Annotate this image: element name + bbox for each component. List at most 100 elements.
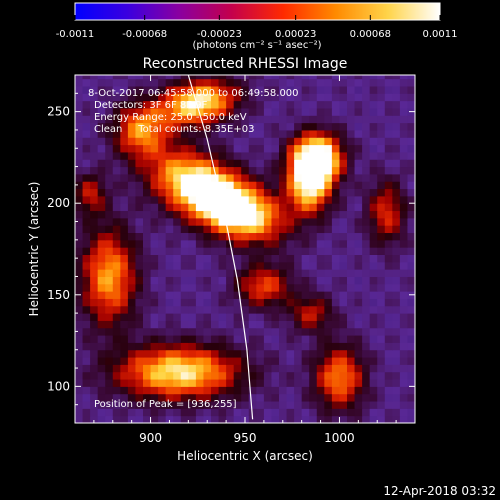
heatmap-cell [143, 349, 152, 358]
heatmap-cell [127, 415, 136, 423]
heatmap-cell [218, 144, 227, 153]
heatmap-cell [399, 217, 408, 226]
heatmap-cell [112, 283, 121, 292]
heatmap-cell [354, 195, 363, 204]
heatmap-cell [362, 232, 371, 241]
heatmap-cell [309, 166, 318, 175]
heatmap-cell [301, 276, 310, 285]
heatmap-cell [226, 166, 235, 175]
heatmap-cell [233, 159, 242, 168]
heatmap-cell [279, 408, 288, 417]
heatmap-cell [165, 261, 174, 270]
heatmap-cell [399, 254, 408, 263]
heatmap-cell [347, 188, 356, 197]
heatmap-image [75, 75, 415, 423]
heatmap-cell [392, 349, 401, 358]
heatmap-cell [392, 122, 401, 131]
heatmap-cell [211, 232, 220, 241]
heatmap-cell [316, 159, 325, 168]
heatmap-cell [331, 401, 340, 409]
heatmap-cell [354, 166, 363, 175]
heatmap-cell [399, 247, 408, 255]
heatmap-cell [271, 408, 280, 417]
heatmap-cell [324, 357, 333, 365]
heatmap-cell [226, 122, 235, 131]
heatmap-cell [362, 239, 371, 248]
heatmap-cell [165, 313, 174, 321]
heatmap-cell [331, 254, 340, 263]
heatmap-cell [399, 386, 408, 395]
heatmap-cell [369, 364, 378, 373]
heatmap-cell [218, 115, 227, 124]
heatmap-cell [173, 129, 182, 138]
heatmap-cell [195, 203, 204, 212]
heatmap-cell [226, 129, 235, 138]
heatmap-cell [90, 393, 99, 402]
heatmap-cell [354, 379, 363, 387]
heatmap-cell [173, 144, 182, 153]
heatmap-cell [347, 327, 356, 336]
info-detectors: Detectors: 3F 6F 8F 9F [94, 100, 208, 111]
heatmap-cell [316, 203, 325, 212]
heatmap-cell [294, 151, 303, 160]
heatmap-cell [203, 159, 212, 168]
heatmap-cell [248, 210, 257, 219]
heatmap-cell [218, 85, 227, 94]
heatmap-cell [241, 320, 250, 329]
heatmap-cell [256, 232, 265, 241]
heatmap-cell [135, 283, 144, 292]
heatmap-cell [120, 276, 129, 285]
heatmap-cell [188, 283, 197, 292]
heatmap-cell [158, 181, 167, 190]
heatmap-cell [158, 327, 167, 336]
heatmap-cell [362, 349, 371, 358]
heatmap-cell [120, 357, 129, 365]
heatmap-cell [165, 159, 174, 168]
heatmap-cell [90, 225, 99, 234]
heatmap-cell [331, 78, 340, 87]
heatmap-cell [354, 137, 363, 146]
heatmap-cell [324, 93, 333, 102]
heatmap-cell [256, 173, 265, 182]
heatmap-cell [226, 261, 235, 270]
heatmap-cell [143, 75, 152, 80]
heatmap-cell [294, 239, 303, 248]
heatmap-cell [399, 100, 408, 109]
heatmap-cell [82, 283, 91, 292]
heatmap-cell [226, 408, 235, 417]
heatmap-cell [173, 151, 182, 160]
heatmap-cell [248, 393, 257, 402]
heatmap-cell [173, 159, 182, 168]
heatmap-cell [309, 335, 318, 343]
heatmap-cell [286, 357, 295, 365]
heatmap-cell [301, 129, 310, 138]
heatmap-cell [97, 137, 106, 146]
heatmap-cell [158, 144, 167, 153]
heatmap-cell [180, 115, 189, 124]
heatmap-cell [407, 166, 415, 175]
heatmap-cell [286, 181, 295, 190]
heatmap-cell [203, 327, 212, 336]
heatmap-cell [339, 225, 348, 234]
heatmap-cell [173, 335, 182, 343]
heatmap-cell [97, 159, 106, 168]
heatmap-cell [331, 386, 340, 395]
heatmap-cell [180, 283, 189, 292]
heatmap-cell [271, 78, 280, 87]
heatmap-cell [399, 137, 408, 146]
heatmap-cell [354, 203, 363, 212]
heatmap-cell [271, 217, 280, 226]
heatmap-cell [399, 327, 408, 336]
heatmap-cell [150, 75, 159, 80]
heatmap-cell [135, 371, 144, 380]
heatmap-cell [135, 379, 144, 387]
heatmap-cell [362, 313, 371, 321]
heatmap-cell [248, 144, 257, 153]
heatmap-cell [241, 342, 250, 351]
heatmap-cell [173, 239, 182, 248]
heatmap-cell [165, 298, 174, 307]
heatmap-cell [392, 107, 401, 116]
heatmap-cell [211, 313, 220, 321]
heatmap-cell [384, 379, 393, 387]
heatmap-cell [309, 129, 318, 138]
